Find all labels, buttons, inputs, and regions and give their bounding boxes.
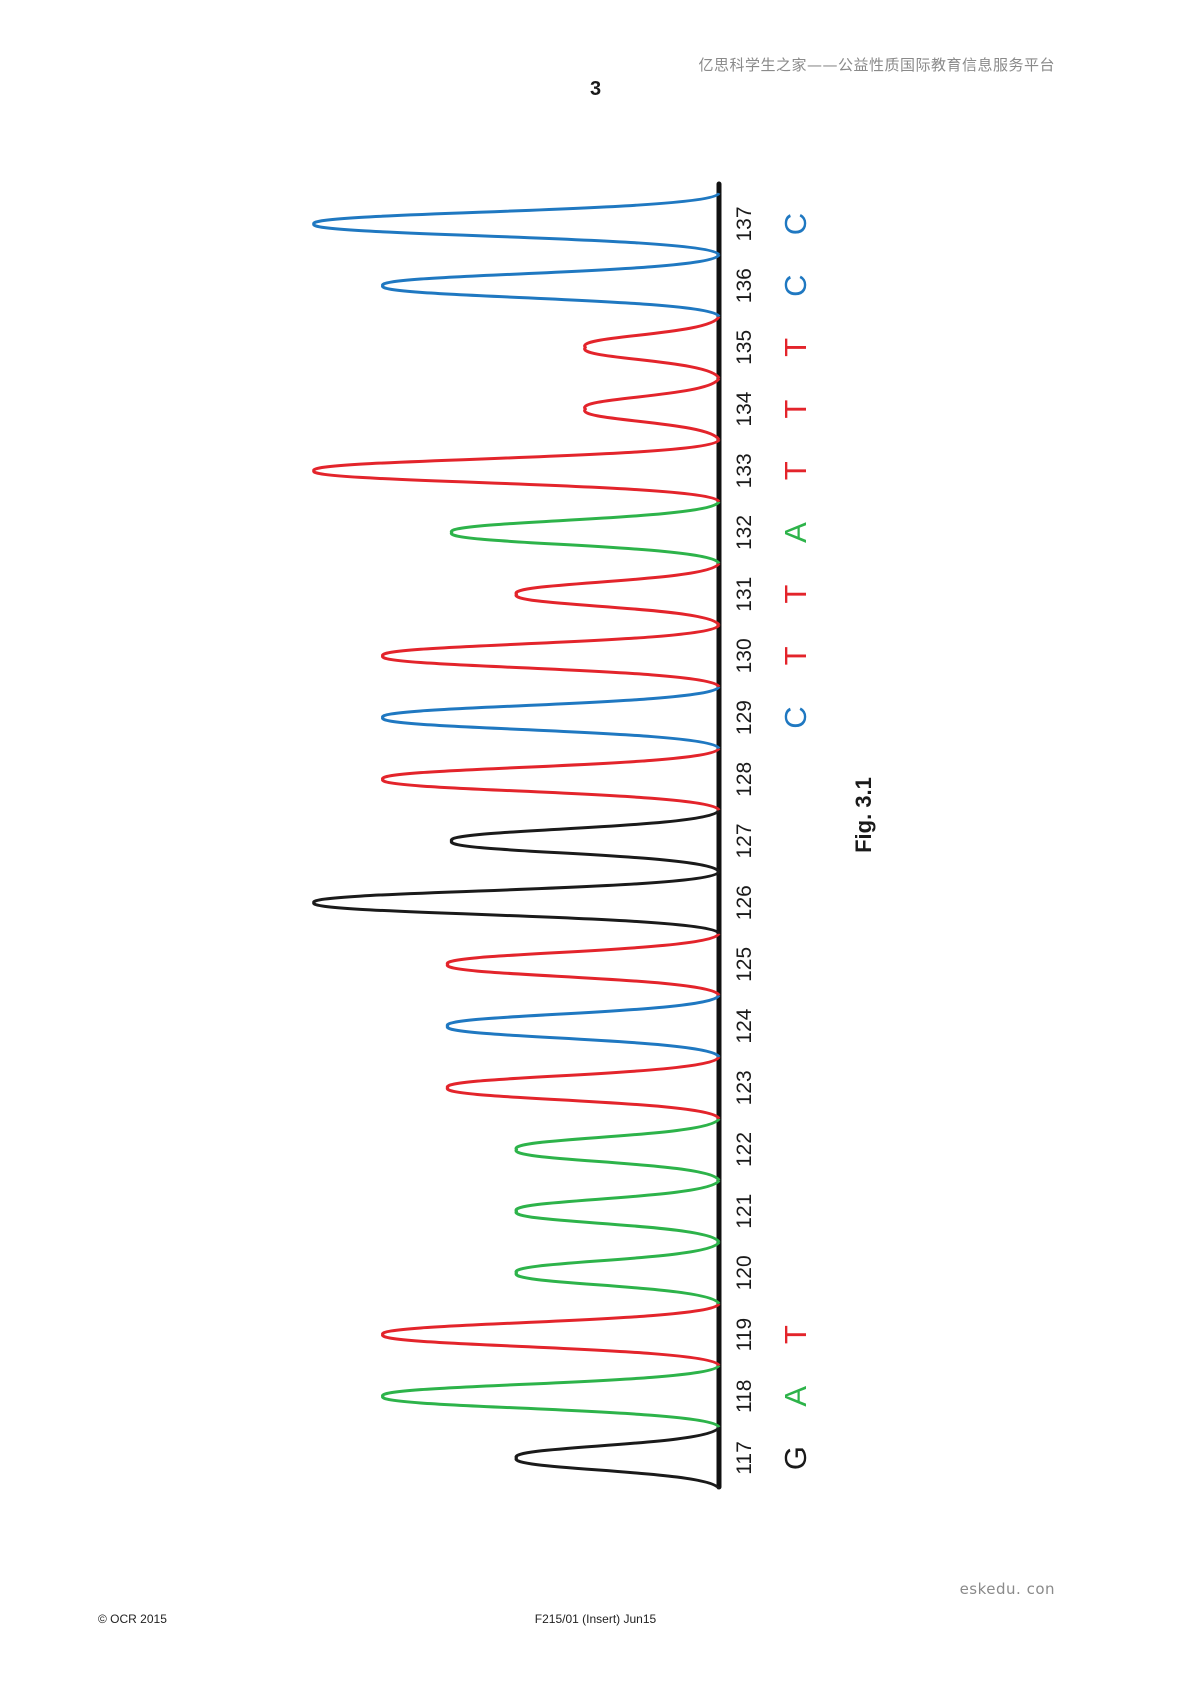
position-label-120: 120 <box>733 1255 756 1290</box>
base-call-117: G <box>778 1446 813 1470</box>
base-calls: G A T C T T A T T T C C <box>778 213 813 1470</box>
position-label-128: 128 <box>733 762 756 797</box>
position-label-126: 126 <box>733 885 756 920</box>
base-call-134: T <box>778 400 813 419</box>
base-call-132: A <box>778 522 813 543</box>
peak-124 <box>446 994 721 1059</box>
peak-123 <box>446 1055 721 1120</box>
base-call-136: C <box>778 275 813 297</box>
position-label-118: 118 <box>733 1380 756 1413</box>
peak-126 <box>312 870 721 935</box>
peak-122 <box>514 1117 721 1182</box>
footer-site: eskedu. con <box>959 1580 1055 1598</box>
peak-136 <box>381 253 721 318</box>
peak-120 <box>514 1240 721 1305</box>
position-label-132: 132 <box>733 515 756 550</box>
footer-paper-code: F215/01 (Insert) Jun15 <box>534 1612 657 1626</box>
watermark-text: 亿思科学生之家——公益性质国际教育信息服务平台 <box>698 56 1055 74</box>
base-call-129: C <box>778 706 813 728</box>
base-call-118: A <box>778 1386 813 1407</box>
base-call-131: T <box>778 585 813 604</box>
base-call-119: T <box>778 1325 813 1344</box>
position-label-137: 137 <box>733 206 756 241</box>
base-call-137: C <box>778 213 813 235</box>
peak-134 <box>583 377 721 441</box>
peak-128 <box>381 747 721 812</box>
position-label-134: 134 <box>733 391 756 426</box>
position-labels: 117 118 119 120 121 122 123 124 125 126 127 128 129 1… <box>733 206 756 1474</box>
peak-127 <box>450 809 721 873</box>
peak-131 <box>514 562 721 627</box>
position-label-125: 125 <box>733 947 756 982</box>
page-number: 3 <box>589 78 602 100</box>
position-label-130: 130 <box>733 638 756 673</box>
peak-125 <box>446 932 721 997</box>
position-label-131: 131 <box>733 577 756 612</box>
peak-137 <box>312 191 721 257</box>
peak-129 <box>381 685 721 750</box>
position-label-122: 122 <box>733 1132 756 1167</box>
base-call-135: T <box>778 338 813 357</box>
position-label-133: 133 <box>733 453 756 488</box>
peak-118 <box>381 1364 721 1429</box>
peak-117 <box>514 1426 721 1490</box>
peak-130 <box>381 623 721 688</box>
peak-121 <box>514 1179 721 1244</box>
position-label-123: 123 <box>733 1070 756 1105</box>
figure-caption: Fig. 3.1 <box>851 777 876 853</box>
position-label-135: 135 <box>733 330 756 365</box>
position-label-124: 124 <box>733 1008 756 1043</box>
peak-132 <box>450 500 721 565</box>
position-label-127: 127 <box>733 823 756 858</box>
peaks-group <box>312 191 721 1490</box>
position-label-119: 119 <box>733 1318 756 1351</box>
footer-copyright: © OCR 2015 <box>98 1612 167 1626</box>
peak-133 <box>312 438 721 503</box>
position-label-129: 129 <box>733 700 756 735</box>
position-label-117: 117 <box>733 1441 756 1474</box>
base-call-130: T <box>778 646 813 665</box>
base-call-133: T <box>778 461 813 480</box>
position-label-121: 121 <box>733 1194 756 1229</box>
peak-135 <box>583 315 721 380</box>
position-label-136: 136 <box>733 268 756 303</box>
peak-119 <box>381 1302 721 1367</box>
